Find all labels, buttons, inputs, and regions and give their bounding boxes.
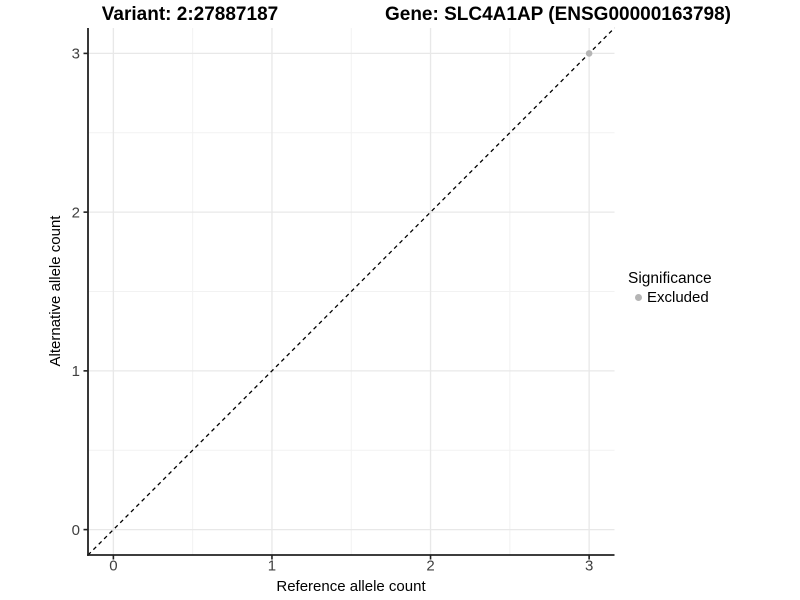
plot-title-gene: Gene: SLC4A1AP (ENSG00000163798): [384, 4, 732, 25]
x-tick-label: 0: [109, 558, 117, 575]
legend-point-icon: [635, 294, 642, 301]
legend-item-label: Excluded: [647, 289, 709, 306]
x-axis-title: Reference allele count: [276, 578, 426, 595]
legend: Significance Excluded: [628, 270, 712, 306]
y-tick-label: 3: [72, 46, 80, 63]
x-tick-label: 3: [585, 558, 593, 575]
y-axis-title: Alternative allele count: [47, 215, 64, 367]
x-tick-label: 2: [426, 558, 434, 575]
legend-item-excluded: Excluded: [628, 289, 712, 306]
y-tick-label: 0: [72, 522, 80, 539]
plot-title-variant: Variant: 2:27887187: [101, 4, 279, 25]
y-tick-label: 2: [72, 204, 80, 221]
data-point: [585, 50, 593, 57]
x-tick-label: 1: [268, 558, 276, 575]
legend-title: Significance: [628, 270, 712, 287]
identity-reference-line: [87, 27, 615, 556]
y-tick-label: 1: [72, 363, 80, 380]
